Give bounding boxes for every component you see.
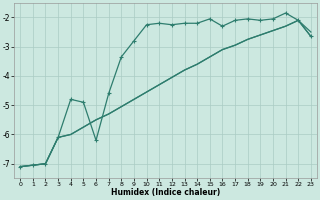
X-axis label: Humidex (Indice chaleur): Humidex (Indice chaleur) [111,188,220,197]
